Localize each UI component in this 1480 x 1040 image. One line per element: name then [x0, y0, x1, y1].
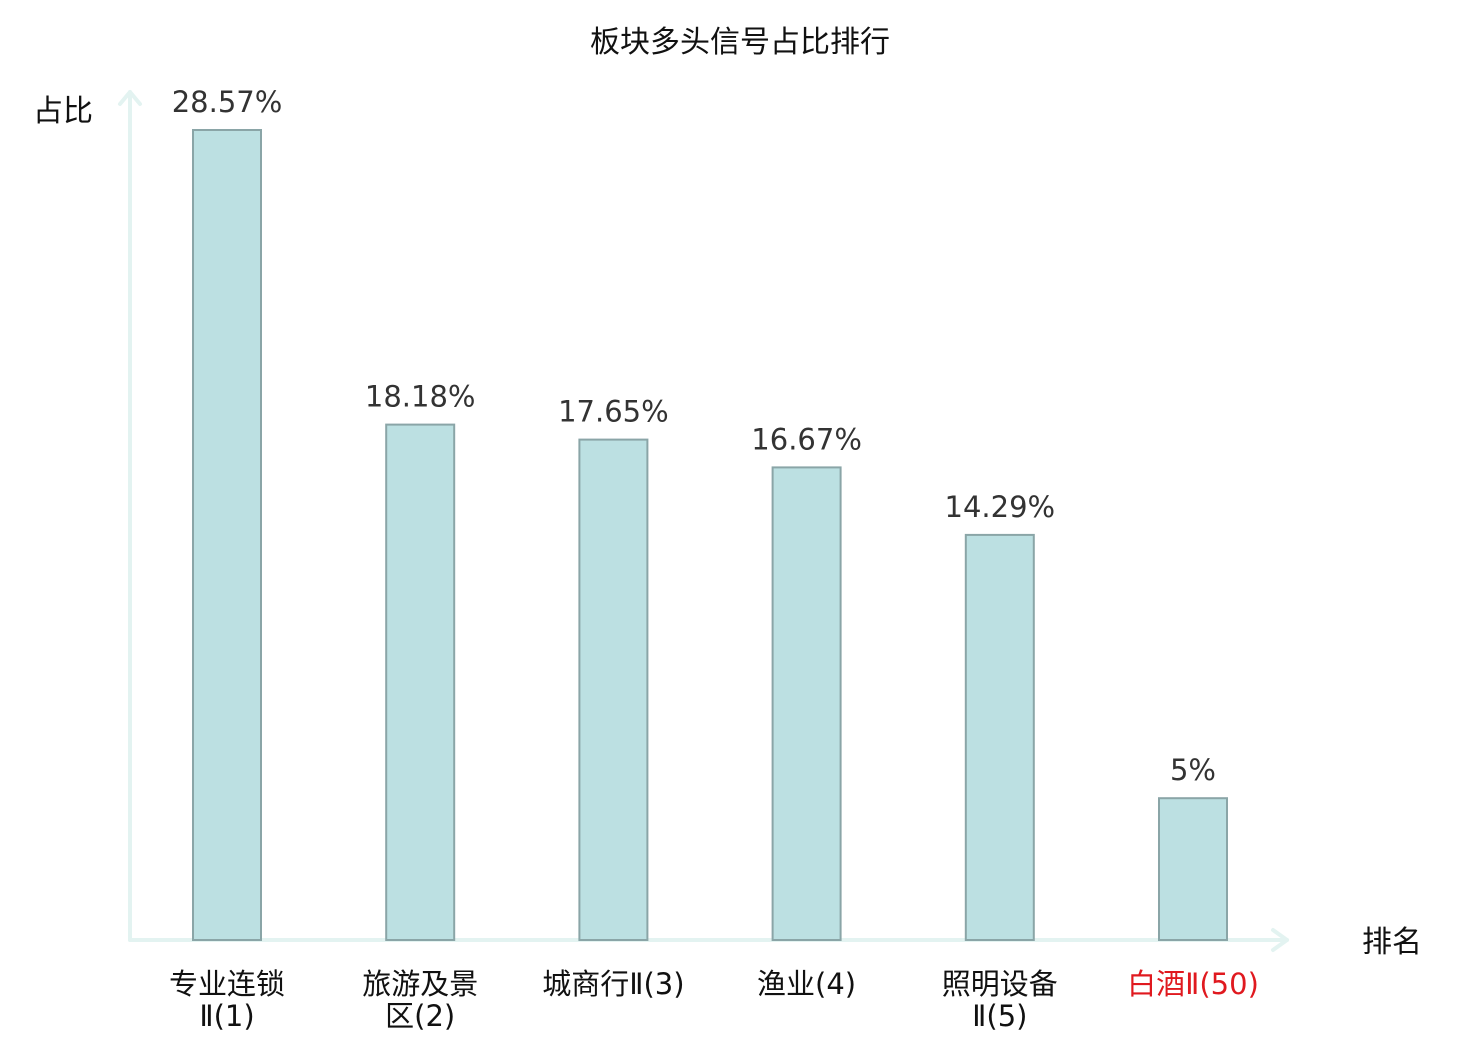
- bar-1: [192, 129, 262, 941]
- y-axis: [118, 90, 142, 942]
- category-label-2-line-1: 旅游及景: [362, 967, 478, 1001]
- value-label-4: 16.67%: [751, 422, 862, 456]
- value-labels-group: 28.57% 18.18% 17.65% 16.67% 14.29% 5%: [172, 85, 1216, 787]
- category-label-5-line-1: 照明设备: [942, 967, 1058, 1001]
- bar-5: [964, 533, 1035, 942]
- value-label-2: 18.18%: [365, 380, 476, 414]
- chart-title: 板块多头信号占比排行: [590, 25, 890, 60]
- value-label-3: 17.65%: [558, 395, 669, 429]
- x-axis-arrowhead: [1271, 928, 1289, 952]
- value-label-1: 28.57%: [172, 85, 283, 119]
- category-label-5-line-2: Ⅱ(5): [972, 999, 1027, 1033]
- value-label-5: 14.29%: [945, 490, 1056, 524]
- value-label-6: 5%: [1170, 753, 1216, 787]
- category-label-1-line-2: Ⅱ(1): [199, 999, 254, 1033]
- bar-2: [385, 423, 456, 942]
- category-label-3-line-1: 城商行Ⅱ(3): [542, 967, 684, 1001]
- category-label-2-line-2: 区(2): [385, 999, 455, 1033]
- y-axis-title: 占比: [33, 94, 93, 129]
- bars-group: [192, 129, 1228, 942]
- bar-4: [771, 466, 842, 941]
- category-label-6-line-1: 白酒Ⅱ(50): [1127, 967, 1259, 1001]
- y-axis-arrowhead: [118, 90, 142, 106]
- category-label-1-line-1: 专业连锁: [169, 967, 285, 1001]
- bar-6: [1158, 797, 1228, 942]
- x-axis-title: 排名: [1362, 925, 1422, 960]
- bar-3: [578, 438, 649, 941]
- category-label-4-line-1: 渔业(4): [757, 967, 856, 1001]
- x-axis: [128, 928, 1289, 952]
